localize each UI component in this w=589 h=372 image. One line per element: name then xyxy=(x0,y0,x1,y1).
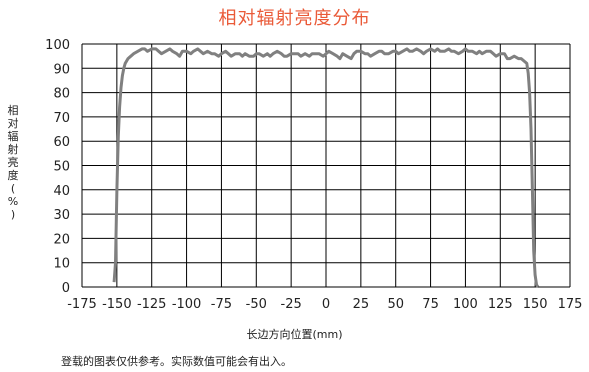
y-tick-label: 90 xyxy=(53,62,70,77)
y-axis-label-char: 辐 xyxy=(7,130,19,143)
y-tick-label: 40 xyxy=(53,184,70,199)
x-tick-label: 0 xyxy=(322,297,330,312)
x-tick-label: -50 xyxy=(246,297,267,312)
disclaimer-note: 登载的图表仅供参考。实际数值可能会有出入。 xyxy=(61,355,292,368)
y-axis-label-char: 相 xyxy=(7,104,19,117)
y-tick-label: 100 xyxy=(45,38,70,53)
y-axis-label: 相 对 辐 射 亮 度 ( % ) xyxy=(6,104,20,221)
x-tick-label: 25 xyxy=(353,297,370,312)
y-tick-label: 60 xyxy=(53,135,70,150)
y-tick-label: 80 xyxy=(53,87,70,102)
y-tick-label: 20 xyxy=(53,232,70,247)
x-tick-label: -75 xyxy=(211,297,232,312)
y-tick-label: 10 xyxy=(53,257,70,272)
y-axis-label-char: 亮 xyxy=(7,156,19,169)
chart-title: 相对辐射亮度分布 xyxy=(218,8,371,29)
x-axis-label: 长边方向位置(mm) xyxy=(246,328,343,341)
data-series-line xyxy=(112,47,540,288)
y-tick-label: 0 xyxy=(62,281,70,296)
x-tick-label: 150 xyxy=(523,297,548,312)
y-axis-label-char: 射 xyxy=(7,143,19,156)
x-tick-label: 75 xyxy=(422,297,439,312)
y-tick-label: 70 xyxy=(53,111,70,126)
y-axis-label-char: ( xyxy=(10,182,16,195)
x-tick-label: -125 xyxy=(137,297,167,312)
x-tick-label: -25 xyxy=(281,297,302,312)
x-tick-label: 100 xyxy=(453,297,478,312)
x-tick-label: -100 xyxy=(172,297,202,312)
x-tick-label: 125 xyxy=(488,297,513,312)
y-axis-label-char: 度 xyxy=(7,169,19,182)
y-axis-label-char: % xyxy=(7,195,19,208)
y-axis-label-char: ) xyxy=(10,208,16,221)
y-tick-label: 50 xyxy=(53,160,70,175)
y-tick-label: 30 xyxy=(53,208,70,223)
x-tick-label: -175 xyxy=(67,297,97,312)
x-tick-label: 50 xyxy=(387,297,404,312)
y-axis-label-char: 对 xyxy=(7,117,19,130)
x-tick-label: -150 xyxy=(102,297,132,312)
x-tick-label: 175 xyxy=(558,297,583,312)
